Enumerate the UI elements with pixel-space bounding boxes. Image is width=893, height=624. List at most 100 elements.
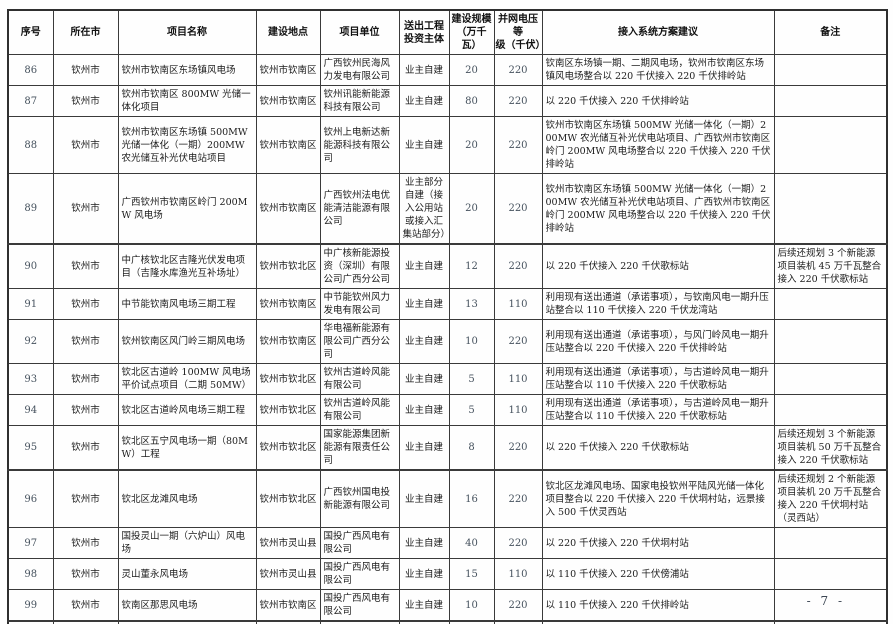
cell-investor: 业主部分自建（接入公用站或接入汇集站部分）	[398, 173, 450, 245]
cell-plan: 利用现有送出通道（承诺事项），与钦南风电一期升压站整合以 110 千伏接入 22…	[541, 288, 775, 320]
cell-remark	[773, 558, 888, 590]
cell-city: 钦州市	[52, 425, 119, 471]
cell-project-name: 钦南区那思风电场	[117, 589, 257, 622]
cell-scale: 20	[448, 173, 495, 245]
cell-investor: 业主自建	[398, 363, 450, 395]
cell-project-name: 钦州市钦南区东场镇风电场	[117, 54, 257, 86]
cell-remark	[773, 85, 888, 117]
cell-remark	[773, 54, 888, 86]
cell-location: 钦州市钦南区	[255, 319, 321, 364]
cell-scale: 5	[448, 363, 495, 395]
cell-unit: 钦州古道岭风能有限公司	[319, 394, 400, 426]
header-row: 序号 所在市 项目名称 建设地点 项目单位 送出工程 投资主体 建设规模 （万千…	[7, 9, 888, 55]
cell-remark: 后续还规划 2 个新能源项目装机 24 万千瓦整合接入 220 千伏高沙站	[773, 620, 888, 624]
cell-serial: 86	[7, 54, 54, 86]
cell-scale: 13	[448, 288, 495, 320]
cell-serial: 99	[7, 589, 54, 622]
header-voltage: 并网电压等 级（千伏）	[493, 9, 546, 55]
table-row: 93 钦州市 钦北区古道岭 100MW 风电场平价试点项目（二期 50MW） 钦…	[7, 363, 888, 395]
header-location: 建设地点	[255, 9, 321, 55]
cell-scale: 8	[448, 425, 495, 471]
cell-plan: 以 220 千伏接入 220 千伏垌村站	[541, 527, 775, 559]
cell-scale: 20	[448, 116, 495, 174]
cell-remark	[773, 173, 888, 245]
cell-serial: 91	[7, 288, 54, 320]
cell-voltage: 110	[493, 363, 543, 395]
cell-scale: 15	[448, 558, 495, 590]
cell-unit: 钦州古道岭风能有限公司	[319, 363, 400, 395]
cell-plan: 以 110 千伏接入 220 千伏傍浦站	[541, 558, 775, 590]
table-row: 89 钦州市 广西钦州市钦南区岭门 200MW 风电场 钦州市钦南区 广西钦州法…	[7, 173, 888, 245]
table-row: 98 钦州市 灵山董永风电场 钦州市灵山县 国投广西风电有限公司 业主自建 15…	[7, 558, 888, 590]
cell-remark	[773, 116, 888, 174]
cell-voltage: 220	[493, 173, 543, 245]
cell-location: 钦州市灵山县	[255, 527, 321, 559]
table-row: 97 钦州市 国投灵山一期（六炉山）风电场 钦州市灵山县 国投广西风电有限公司 …	[7, 527, 888, 559]
cell-investor: 业主自建	[398, 243, 450, 289]
cell-voltage: 220	[493, 469, 543, 528]
cell-location: 钦州市钦北区	[255, 469, 321, 528]
cell-unit: 国投广西风电有限公司	[319, 527, 400, 559]
cell-scale: 80	[448, 85, 495, 117]
cell-investor: 业主自建	[398, 85, 450, 117]
cell-location: 钦州市钦北区	[255, 243, 321, 289]
page-number: - 7 -	[806, 594, 845, 608]
cell-city: 钦州市	[52, 85, 119, 117]
cell-investor: 业主自建	[398, 527, 450, 559]
cell-city: 钦州市	[52, 589, 119, 622]
cell-serial: 96	[7, 469, 54, 528]
cell-scale: 10	[448, 319, 495, 364]
cell-serial: 87	[7, 85, 54, 117]
cell-city: 钦州市	[52, 394, 119, 426]
cell-city: 钦州市	[52, 116, 119, 174]
cell-scale: 40	[448, 527, 495, 559]
cell-investor: 业主自建	[398, 394, 450, 426]
cell-project-name: 中节能钦南风电场三期工程	[117, 288, 257, 320]
cell-scale: 12	[448, 243, 495, 289]
cell-voltage: 220	[493, 85, 543, 117]
cell-project-name: 钦州市钦南区东场镇 500MW 光储一体化（一期）200MW 农光储互补光伏电站…	[117, 116, 257, 174]
cell-unit: 国投广西风电有限公司	[319, 589, 400, 622]
cell-plan: 利用现有送出通道（承诺事项），与古道岭风电一期升压站整合以 110 千伏接入 2…	[541, 363, 775, 395]
table-row: 94 钦州市 钦北区古道岭风电场三期工程 钦州市钦北区 钦州古道岭风能有限公司 …	[7, 394, 888, 426]
cell-voltage: 220	[493, 319, 543, 364]
cell-city: 钦州市	[52, 527, 119, 559]
cell-location: 钦州市钦北区	[255, 394, 321, 426]
cell-voltage: 110	[493, 288, 543, 320]
cell-plan: 钦州市钦南区东场镇 500MW 光储一体化（一期）200MW 农光储互补光伏电站…	[541, 116, 775, 174]
header-investor: 送出工程 投资主体	[398, 9, 450, 55]
cell-unit: 中节能钦州风力发电有限公司	[319, 288, 400, 320]
cell-voltage: 220	[493, 425, 543, 471]
cell-remark	[773, 394, 888, 426]
header-unit: 项目单位	[319, 9, 400, 55]
cell-plan: 钦南区东场镇一期、二期风电场，钦州市钦南区东场镇风电场整合以 220 千伏接入 …	[541, 54, 775, 86]
cell-project-name: 钦北区古道岭 100MW 风电场平价试点项目（二期 50MW）	[117, 363, 257, 395]
table-row: 90 钦州市 中广核钦北区吉隆光伏发电项目（吉隆水库渔光互补场址） 钦州市钦北区…	[7, 243, 888, 289]
header-plan: 接入系统方案建议	[541, 9, 775, 55]
cell-location: 钦州市钦北区	[255, 425, 321, 471]
cell-scale: 20	[448, 54, 495, 86]
cell-remark: 后续还规划 3 个新能源项目装机 50 万千瓦整合接入 220 千伏歌标站	[773, 425, 888, 471]
cell-location: 钦州市钦南区	[255, 85, 321, 117]
table-row: 87 钦州市 钦州市钦南区 800MW 光储一体化项目 钦州市钦南区 钦州讯能新…	[7, 85, 888, 117]
table-row: 100 钦州市 钦南康熙岭风电场 钦州市钦南区 中广核新能源投资（深圳）有限公司…	[7, 620, 888, 624]
table-row: 99 钦州市 钦南区那思风电场 钦州市钦南区 国投广西风电有限公司 业主自建 1…	[7, 589, 888, 622]
table-row: 86 钦州市 钦州市钦南区东场镇风电场 钦州市钦南区 广西钦州民海风力发电有限公…	[7, 54, 888, 86]
cell-location: 钦州市钦南区	[255, 589, 321, 622]
cell-location: 钦州市钦南区	[255, 116, 321, 174]
cell-serial: 93	[7, 363, 54, 395]
cell-project-name: 灵山董永风电场	[117, 558, 257, 590]
cell-city: 钦州市	[52, 319, 119, 364]
cell-voltage: 220	[493, 54, 543, 86]
cell-plan: 利用现有送出通道（承诺事项），与风门岭风电一期升压站整合以 220 千伏接入 2…	[541, 319, 775, 364]
cell-unit: 国家能源集团新能源有限责任公司	[319, 425, 400, 471]
table-row: 91 钦州市 中节能钦南风电场三期工程 钦州市钦南区 中节能钦州风力发电有限公司…	[7, 288, 888, 320]
cell-unit: 华电福新能源有限公司广西分公司	[319, 319, 400, 364]
cell-city: 钦州市	[52, 288, 119, 320]
cell-voltage: 110	[493, 394, 543, 426]
cell-voltage: 220	[493, 243, 543, 289]
cell-serial: 89	[7, 173, 54, 245]
cell-unit: 钦州讯能新能源科技有限公司	[319, 85, 400, 117]
cell-unit: 广西钦州民海风力发电有限公司	[319, 54, 400, 86]
cell-remark	[773, 363, 888, 395]
